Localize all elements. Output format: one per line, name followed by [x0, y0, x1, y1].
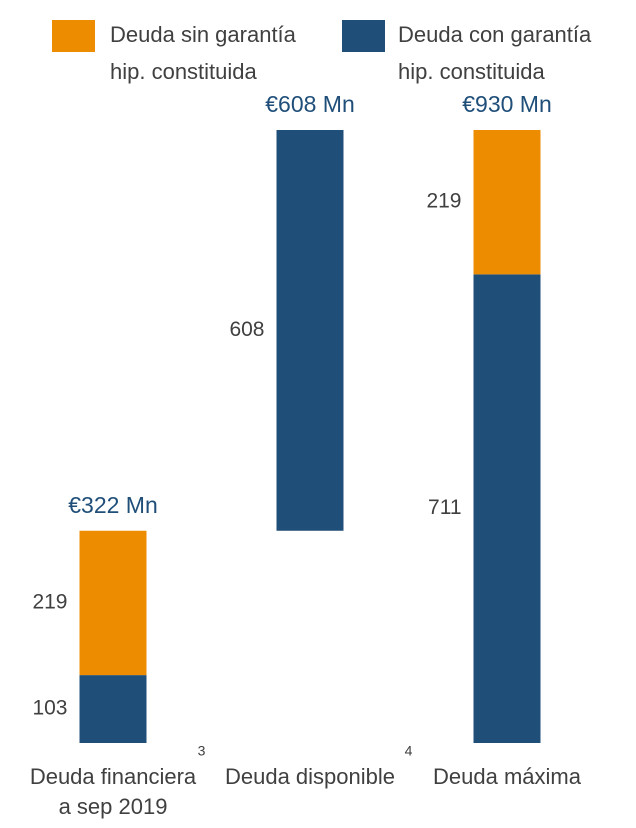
- bar-segment: [473, 130, 541, 275]
- value-label: 608: [229, 318, 264, 341]
- bar-segment: [276, 130, 344, 531]
- footnote-marker: 4: [405, 743, 413, 759]
- value-label: 219: [426, 190, 461, 213]
- total-label: €930 Mn: [462, 91, 552, 117]
- value-label: 219: [32, 590, 67, 613]
- legend-label: Deuda con garantía hip. constituida: [398, 22, 592, 84]
- bar-segment: [473, 274, 541, 743]
- bar-segment: [79, 675, 147, 743]
- total-label: €608 Mn: [265, 91, 355, 117]
- category-label: Deuda máxima: [433, 764, 581, 789]
- legend-label: Deuda sin garantía hip. constituida: [110, 22, 296, 84]
- bar-segment: [79, 530, 147, 676]
- footnote-marker: 3: [198, 743, 206, 759]
- legend-swatch: [342, 20, 385, 52]
- legend-swatch: [52, 20, 95, 52]
- category-label: Deuda financiera a sep 2019: [29, 764, 197, 819]
- value-label: 103: [32, 697, 67, 720]
- category-label: Deuda disponible: [224, 764, 396, 789]
- value-label: 711: [428, 496, 461, 519]
- total-label: €322 Mn: [68, 492, 158, 518]
